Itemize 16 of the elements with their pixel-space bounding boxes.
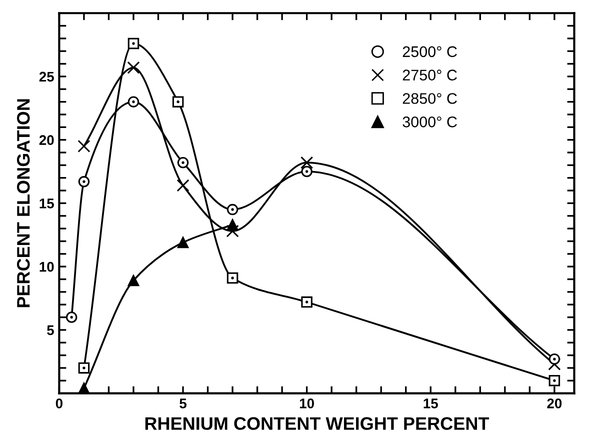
x-tick-label: 0 [56,398,62,408]
legend-label: 3000° C [402,116,457,128]
y-tick-label: 25 [39,72,54,82]
y-tick-label: 5 [47,325,54,336]
y-tick-label: 15 [40,198,54,208]
legend-label: 2750° C [402,70,457,80]
legend-label: 2850° C [402,93,457,104]
x-tick-label: 15 [424,398,438,408]
x-tick-label: 5 [180,398,186,408]
x-axis-title: RHENIUM CONTENT WEIGHT PERCENT [145,417,490,430]
x-tick-label: 10 [300,398,314,408]
legend-label: 2500° C [402,46,457,58]
y-tick-label: 20 [39,135,54,146]
x-tick-label: 20 [547,398,562,408]
y-axis-title: PERCENT ELONGATION [16,99,30,308]
y-tick-label: 10 [40,262,54,272]
